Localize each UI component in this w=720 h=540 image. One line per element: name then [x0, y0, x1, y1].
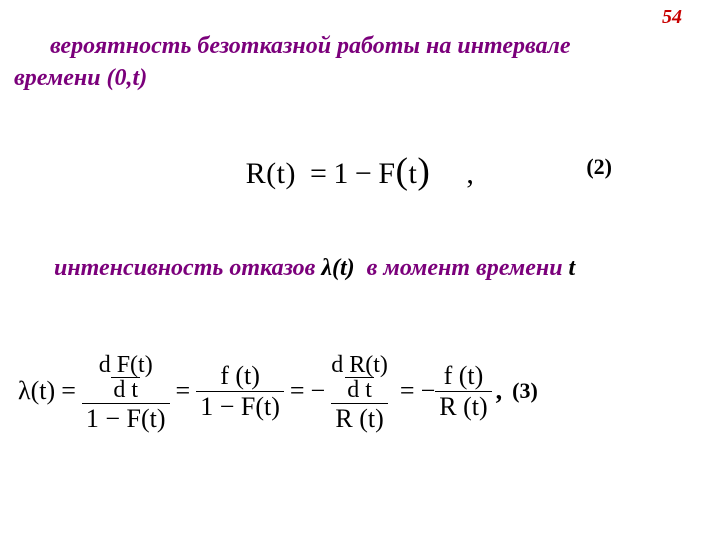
eq2-eq3: =	[284, 376, 311, 406]
eq2-frac3-den: R (t)	[331, 403, 387, 432]
eq2-t: t	[39, 376, 46, 406]
eq2-lambda: λ	[18, 376, 31, 406]
mid-text: интенсивность отказов λ(t) в момент врем…	[54, 255, 680, 282]
equation-2: λ (t) = d F(t) d t 1 − F(t) = f (t) 1 − …	[18, 350, 538, 432]
eq1-bigopen: (	[396, 151, 409, 192]
eq2-frac4: f (t) R (t)	[435, 362, 491, 420]
eq2-frac1-num: d F(t) d t	[93, 350, 159, 403]
eq1-comma: ,	[438, 157, 474, 190]
eq2-dF: d F(t)	[97, 353, 155, 377]
eq1-minus: −	[349, 157, 378, 190]
eq2-frac3: d R(t) d t R (t)	[325, 350, 394, 432]
intro-line2-prefix: времени	[14, 65, 101, 91]
equation-2-row: λ (t) = d F(t) d t 1 − F(t) = f (t) 1 − …	[18, 350, 702, 432]
eq1-one: 1	[333, 157, 349, 190]
eq1-R: R	[246, 157, 267, 190]
equation-1-row: R(t) =1−F(t) ,	[0, 150, 720, 193]
equation-1-label: (2)	[586, 154, 612, 180]
intro-text: вероятность безотказной работы на интерв…	[14, 30, 700, 95]
eq1-bigclose: )	[417, 151, 430, 192]
eq2-minus2: −	[421, 376, 436, 406]
eq1-close: )	[285, 157, 296, 190]
eq2-frac3-subfrac: d R(t) d t	[329, 353, 390, 402]
eq2-close: )	[47, 376, 56, 406]
eq2-dt2: d t	[345, 377, 374, 402]
eq2-open: (	[31, 376, 40, 406]
mid-suffix1: в момент времени	[367, 255, 563, 281]
slide-number: 54	[662, 6, 682, 29]
mid-lambda: λ(t)	[321, 255, 354, 281]
eq2-frac4-num: f (t)	[440, 362, 488, 390]
intro-indent	[14, 33, 50, 59]
eq2-eq1: =	[55, 376, 82, 406]
eq2-eq2: =	[170, 376, 197, 406]
eq2-minus1: −	[311, 376, 326, 406]
eq1-F: F	[378, 157, 395, 190]
eq1-equals: =	[304, 157, 333, 190]
eq2-frac2-den: 1 − F(t)	[196, 391, 284, 420]
intro-line1: вероятность безотказной работы на интерв…	[50, 33, 571, 59]
equation-1: R(t) =1−F(t) ,	[246, 150, 475, 193]
eq2-frac2-num: f (t)	[216, 362, 264, 390]
mid-prefix: интенсивность отказов	[54, 255, 315, 281]
eq2-frac1-subfrac: d F(t) d t	[97, 353, 155, 402]
eq2-frac2: f (t) 1 − F(t)	[196, 362, 284, 420]
eq2-eq4: =	[394, 376, 421, 406]
eq2-dt1: d t	[111, 377, 140, 402]
eq1-open: (	[266, 157, 277, 190]
eq2-frac1: d F(t) d t 1 − F(t)	[82, 350, 170, 432]
equation-2-label: (3)	[512, 378, 538, 404]
intro-interval: (0,t)	[107, 65, 148, 91]
eq2-frac3-num: d R(t) d t	[325, 350, 394, 403]
eq2-comma: ,	[492, 376, 503, 406]
eq2-frac1-den: 1 − F(t)	[82, 403, 170, 432]
eq2-dR: d R(t)	[329, 353, 390, 377]
mid-tvar: t	[569, 255, 576, 281]
eq2-frac4-den: R (t)	[435, 391, 491, 420]
